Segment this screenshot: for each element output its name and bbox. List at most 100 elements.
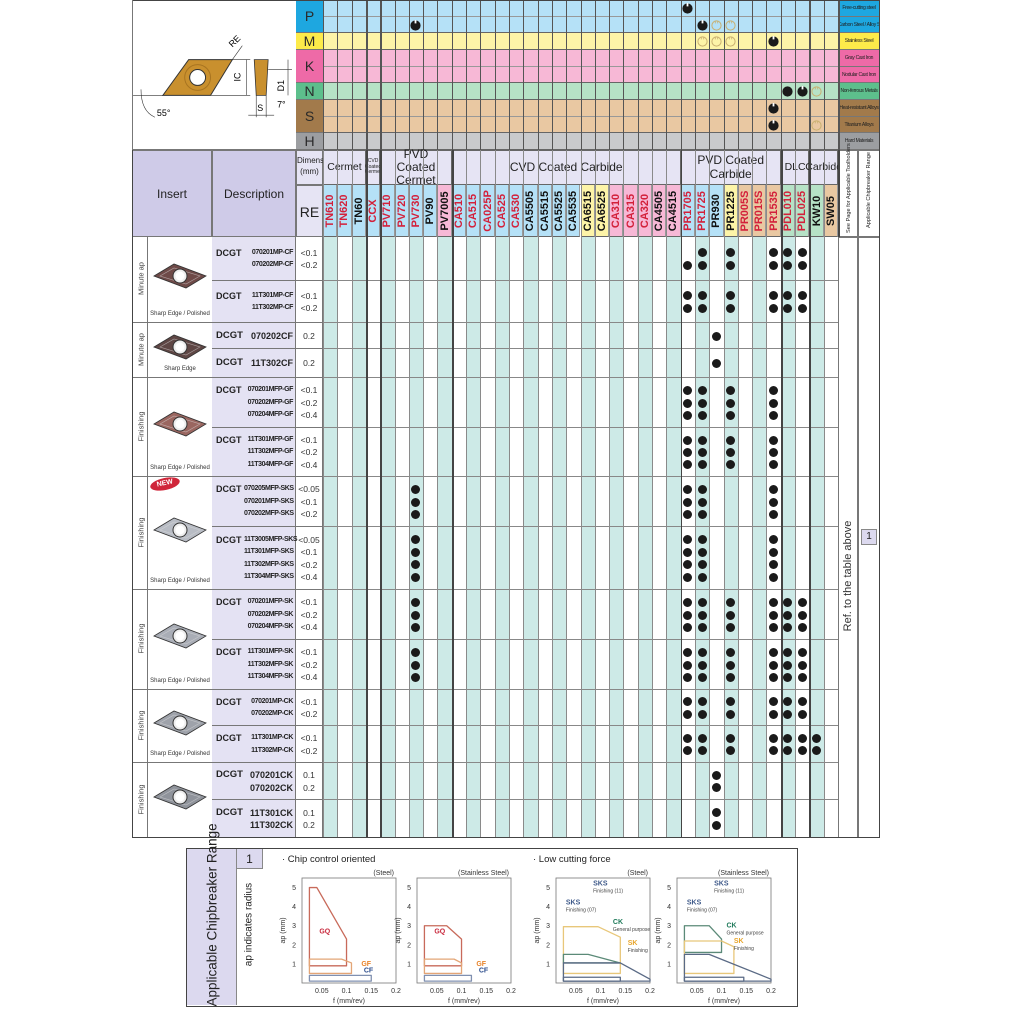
insert-code[interactable]: 11T302CK: [249, 820, 293, 830]
grade-header-pr1225[interactable]: PR1225: [723, 185, 738, 237]
insert-code[interactable]: 11T302MP-CF: [251, 304, 294, 311]
grade-header-ca5505[interactable]: CA5505: [523, 185, 538, 237]
grade-header-ca6525[interactable]: CA6525: [594, 185, 610, 237]
grade-header-pr1535[interactable]: PR1535: [766, 185, 781, 237]
material-label: Gray Cast Iron: [838, 50, 880, 67]
re-value: <0.1: [300, 696, 318, 707]
grade-header-pdl025[interactable]: PDL025: [795, 185, 810, 237]
grid-line: [337, 0, 339, 150]
insert-code[interactable]: 070202CK: [249, 782, 293, 793]
description-header: Description: [212, 150, 296, 237]
insert-code[interactable]: 070202MFP-SKS: [244, 510, 294, 518]
grade-header-ca6515[interactable]: CA6515: [580, 185, 595, 237]
grade-header-pr015s[interactable]: PR015S: [752, 185, 767, 237]
grid-line: [723, 0, 725, 150]
grade-header-pv720[interactable]: PV720: [394, 185, 409, 237]
insert-code[interactable]: 070201MP-CF: [251, 248, 294, 256]
grade-header-ca5515[interactable]: CA5515: [537, 185, 552, 237]
grade-header-pr1705[interactable]: PR1705: [680, 185, 695, 237]
insert-code[interactable]: 070202MP-CF: [251, 261, 294, 268]
insert-code[interactable]: 11T302CF: [250, 358, 293, 369]
grade-column: [809, 237, 824, 838]
grade-header-ca320[interactable]: CA320: [637, 185, 653, 237]
grade-header-tn60[interactable]: TN60: [351, 185, 366, 237]
grade-name: PV730: [409, 194, 422, 228]
grade-header-pv710[interactable]: PV710: [380, 185, 395, 237]
insert-code[interactable]: 070202MP-CK: [251, 710, 293, 717]
availability-dot: [769, 291, 779, 301]
insert-code[interactable]: 11T302MP-CK: [251, 746, 293, 754]
insert-code[interactable]: 11T301MFP-GF: [247, 435, 294, 443]
grade-header-pr005s[interactable]: PR005S: [737, 185, 753, 237]
grade-header-ca515[interactable]: CA515: [466, 185, 481, 237]
insert-code[interactable]: 11T302MFP-GF: [247, 448, 294, 456]
insert-code[interactable]: 070204MFP-SK: [247, 623, 294, 631]
grade-header-ca315[interactable]: CA315: [623, 185, 638, 237]
insert-code[interactable]: 070201MP-CK: [251, 697, 293, 705]
grade-header-ca525[interactable]: CA525: [494, 185, 509, 237]
re-cell: [296, 527, 323, 590]
insert-code[interactable]: 11T301MP-CF: [251, 291, 294, 299]
insert-code[interactable]: 11T302MFP-SK: [247, 660, 294, 668]
grade-header-pr930[interactable]: PR930: [709, 185, 724, 237]
insert-code[interactable]: 070205MFP-SKS: [244, 485, 294, 493]
grade-header-kw10[interactable]: KW10: [809, 185, 824, 237]
insert-prefix: DCGT: [216, 290, 242, 301]
grade-name: PR1705: [681, 191, 694, 231]
grade-header-pv730[interactable]: PV730: [408, 185, 424, 237]
insert-code[interactable]: 11T304MFP-SKS: [244, 572, 294, 580]
grid-line: [680, 150, 683, 838]
grade-header-sw05[interactable]: SW05: [823, 185, 838, 237]
availability-dot: [697, 746, 707, 756]
insert-code[interactable]: 070201CK: [249, 770, 293, 781]
grade-header-ca5535[interactable]: CA5535: [566, 185, 581, 237]
insert-code[interactable]: 070202MFP-SK: [247, 610, 294, 618]
grid-line: [809, 150, 812, 838]
grade-header-tn620[interactable]: TN620: [337, 185, 352, 237]
grade-header-pdl010[interactable]: PDL010: [780, 185, 796, 237]
grid-line: [580, 150, 582, 838]
insert-code[interactable]: 070204MFP-GF: [247, 411, 294, 419]
availability-dot: [697, 697, 707, 707]
grade-header-ca4515[interactable]: CA4515: [666, 185, 681, 237]
grade-name: CA310: [610, 193, 623, 229]
availability-dot: [797, 303, 807, 313]
grade-header-tn610[interactable]: TN610: [323, 185, 338, 237]
grade-column: [795, 237, 810, 838]
availability-dot: [726, 672, 736, 682]
availability-dot: [697, 398, 707, 408]
grade-header-pr1725[interactable]: PR1725: [694, 185, 710, 237]
grade-header-pv90[interactable]: PV90: [423, 185, 438, 237]
insert-code[interactable]: 070201MFP-SKS: [244, 497, 294, 505]
insert-code[interactable]: 11T301MP-CK: [251, 734, 293, 742]
insert-code[interactable]: 11T302MFP-SKS: [244, 560, 294, 568]
insert-code[interactable]: 11T304MFP-SK: [247, 673, 294, 681]
grade-header-pv7005[interactable]: PV7005: [437, 185, 452, 237]
availability-dot: [726, 610, 736, 620]
insert-code[interactable]: 070202CF: [250, 330, 293, 341]
insert-code[interactable]: 11T301MFP-SKS: [244, 548, 294, 556]
insert-code[interactable]: 070201MFP-GF: [247, 386, 294, 394]
material-label: Heat-resistant Alloys: [838, 100, 880, 117]
insert-code[interactable]: 11T3005MFP-SKS: [244, 535, 298, 543]
availability-dot: [797, 610, 807, 620]
grid-line: [737, 0, 739, 150]
grid-line: [694, 0, 696, 150]
grade-header-ca4505[interactable]: CA4505: [652, 185, 667, 237]
insert-code[interactable]: 070201MFP-SK: [247, 598, 294, 606]
grade-header-ca510[interactable]: CA510: [451, 185, 467, 237]
grade-header-ca5525[interactable]: CA5525: [551, 185, 567, 237]
availability-dot: [726, 709, 736, 719]
insert-caption: Sharp Edge / Polished: [150, 311, 210, 317]
grade-header-ccx[interactable]: CCX: [365, 185, 381, 237]
availability-dot: [783, 303, 793, 313]
chipbreaker-ref-button[interactable]: 1: [861, 529, 877, 545]
insert-code[interactable]: 11T304MFP-GF: [247, 460, 294, 468]
grade-header-ca025p[interactable]: CA025P: [480, 185, 495, 237]
corner-angle-label: 55°: [157, 108, 171, 118]
grade-header-ca310[interactable]: CA310: [609, 185, 624, 237]
insert-code[interactable]: 11T301CK: [249, 807, 293, 818]
insert-code[interactable]: 070202MFP-GF: [247, 398, 294, 406]
grade-header-ca530[interactable]: CA530: [508, 185, 524, 237]
insert-code[interactable]: 11T301MFP-SK: [247, 648, 294, 656]
